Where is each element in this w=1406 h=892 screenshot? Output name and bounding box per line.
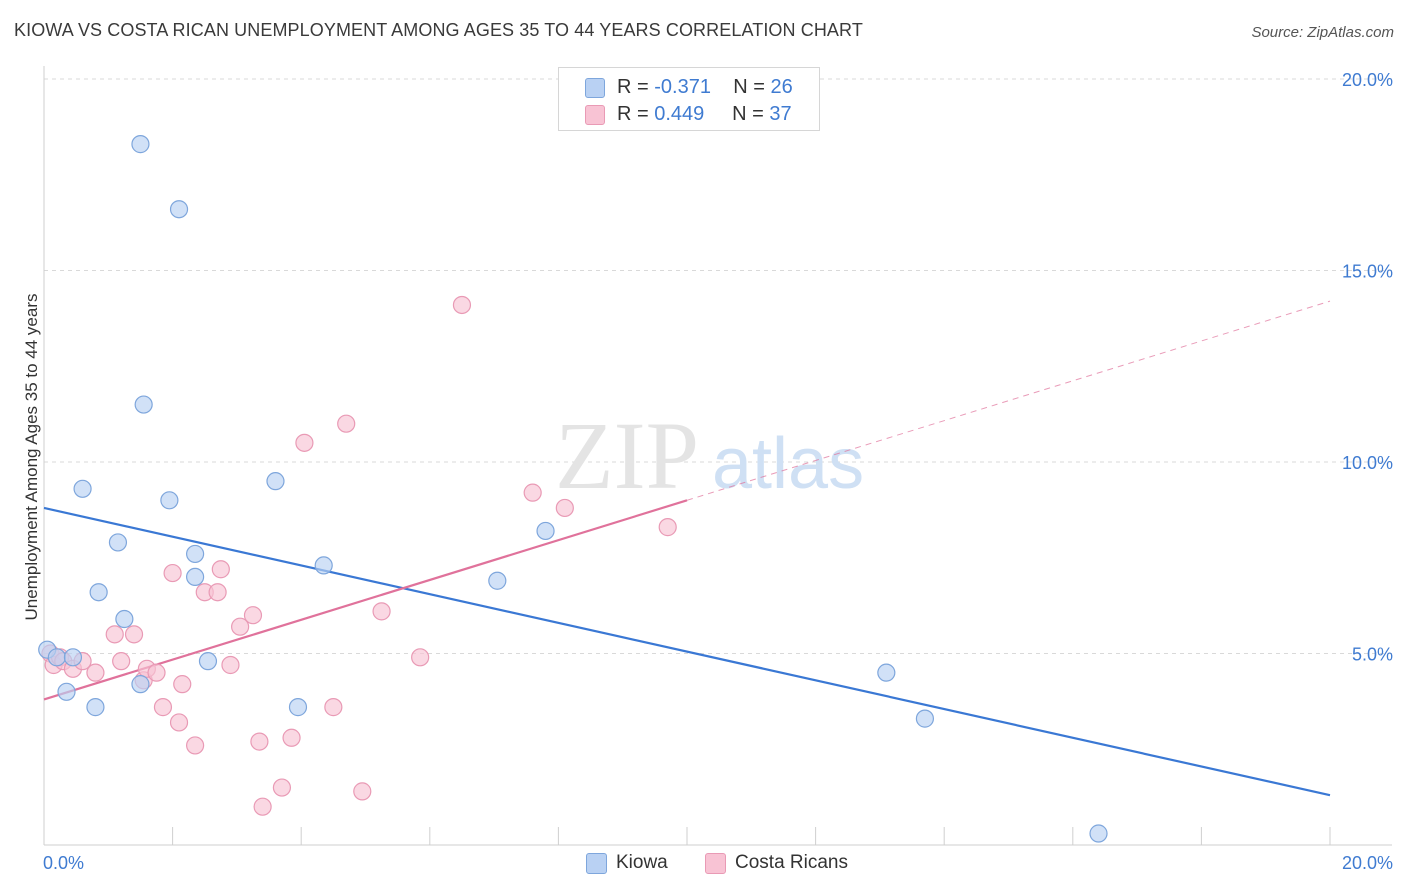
costa-ricans-point xyxy=(250,732,269,751)
costa-ricans-point xyxy=(243,606,263,625)
costa-ricans-point xyxy=(272,778,292,797)
kiowa-point xyxy=(915,709,935,728)
kiowa-point xyxy=(57,682,76,701)
y-tick-label: 5.0% xyxy=(1352,645,1393,665)
costa-ricans-point xyxy=(112,652,131,671)
kiowa-point xyxy=(89,583,108,602)
costa-ricans-point xyxy=(253,797,272,816)
costa-ricans-point xyxy=(163,563,182,583)
kiowa-point xyxy=(288,698,308,717)
kiowa-point xyxy=(47,648,66,667)
watermark-zip: ZIP xyxy=(555,402,699,509)
watermark-atlas: atlas xyxy=(712,424,864,504)
y-axis-label: Unemployment Among Ages 35 to 44 years xyxy=(22,294,41,621)
kiowa-point xyxy=(488,571,507,590)
costa-ricans-point xyxy=(173,675,192,694)
kiowa-n-label: N = xyxy=(733,76,765,98)
costa-ricans-point xyxy=(169,713,189,732)
costa-ricans-point xyxy=(372,602,391,621)
costa-n-label: N = xyxy=(732,103,764,125)
costa-ricans-point xyxy=(124,625,144,644)
costa-ricans-point xyxy=(211,560,230,579)
chart-title: KIOWA VS COSTA RICAN UNEMPLOYMENT AMONG … xyxy=(14,20,863,40)
costa-ricans-point xyxy=(324,698,343,717)
kiowa-point xyxy=(131,675,150,694)
axes-layer xyxy=(43,66,1392,846)
costa-ricans-point xyxy=(282,728,301,747)
y-tick-label: 10.0% xyxy=(1342,453,1393,473)
costa-ricans-point xyxy=(295,433,314,452)
y-tick-label: 15.0% xyxy=(1342,262,1393,282)
kiowa-point xyxy=(186,567,205,587)
kiowa-point xyxy=(536,521,555,541)
costa-ricans-point xyxy=(658,518,677,537)
y-tick-label: 20.0% xyxy=(1342,70,1393,90)
kiowa-swatch xyxy=(585,78,605,98)
costa-ricans-point xyxy=(411,648,430,667)
costa-ricans-point xyxy=(231,617,250,636)
trend-line xyxy=(43,506,1331,797)
kiowa-point xyxy=(186,544,205,564)
costa-ricans-point xyxy=(86,663,105,682)
watermark: ZIP atlas xyxy=(555,402,864,509)
trend-line-extension xyxy=(686,300,1331,501)
costa-r-value: 0.449 xyxy=(654,103,705,125)
kiowa-point xyxy=(160,491,179,510)
kiowa-point xyxy=(108,533,128,552)
costa-n-value: 37 xyxy=(769,103,792,125)
kiowa-point xyxy=(63,648,83,667)
costa-r-label: R = xyxy=(617,103,649,125)
kiowa-r-value: -0.371 xyxy=(654,76,711,98)
kiowa-point xyxy=(73,479,92,498)
source-label: Source: ZipAtlas.com xyxy=(1251,24,1394,41)
kiowa-point xyxy=(86,698,105,717)
legend-swatch-costa-ricans xyxy=(705,853,726,874)
costa-ricans-point xyxy=(353,782,372,801)
kiowa-point xyxy=(134,395,153,414)
kiowa-point xyxy=(1089,824,1108,843)
costa-ricans-point xyxy=(153,698,173,717)
grid-layer xyxy=(44,78,1392,654)
legend-swatch-kiowa xyxy=(586,853,607,874)
costa-ricans-point xyxy=(221,655,240,675)
costa-ricans-point xyxy=(147,663,166,682)
kiowa-point xyxy=(131,135,150,154)
kiowa-point xyxy=(877,663,896,682)
kiowa-point xyxy=(314,556,333,575)
costa-ricans-point xyxy=(186,736,205,755)
points-layer xyxy=(38,135,1108,843)
kiowa-n-value: 26 xyxy=(770,76,793,98)
legend-label-kiowa: Kiowa xyxy=(616,852,668,873)
kiowa-point xyxy=(115,609,134,629)
legend-label-costa-ricans: Costa Ricans xyxy=(735,852,848,873)
costa-ricans-point xyxy=(452,295,472,315)
costa-ricans-point xyxy=(555,498,574,518)
kiowa-r-label: R = xyxy=(617,76,649,98)
costa-ricans-point xyxy=(208,583,227,602)
costa-ricans-point xyxy=(105,625,124,644)
x-tick-label: 20.0% xyxy=(1342,853,1393,873)
kiowa-point xyxy=(198,652,218,671)
costa-swatch xyxy=(585,105,605,125)
x-tick-label: 0.0% xyxy=(43,853,84,873)
costa-ricans-point xyxy=(337,414,356,433)
stats-legend: R = -0.371 N = 26 R = 0.449 N = 37 xyxy=(558,67,820,131)
trend-layer xyxy=(43,300,1331,797)
costa-ricans-point xyxy=(523,483,542,502)
kiowa-point xyxy=(169,200,189,219)
tick-label-layer: 5.0% 10.0% 15.0% 20.0% 0.0% 20.0% xyxy=(43,70,1393,873)
kiowa-point xyxy=(266,472,285,491)
